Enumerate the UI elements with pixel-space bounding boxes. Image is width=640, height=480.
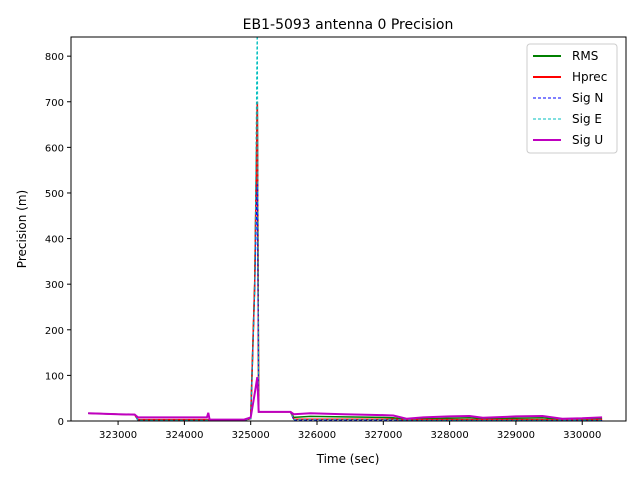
x-tick-label: 327000 <box>364 430 402 441</box>
y-axis-label: Precision (m) <box>15 190 29 268</box>
y-tick-label: 400 <box>45 235 64 246</box>
x-tick-label: 323000 <box>99 430 137 441</box>
y-tick-label: 300 <box>45 280 64 291</box>
y-tick-label: 700 <box>45 98 64 109</box>
y-tick-label: 500 <box>45 189 64 200</box>
plot-frame <box>70 36 627 422</box>
legend: RMS Hprec Sig N Sig E Sig U <box>526 43 618 154</box>
series-line-sig-n <box>88 183 603 421</box>
x-tick-label: 325000 <box>232 430 270 441</box>
y-tick-label: 100 <box>45 371 64 382</box>
x-tick-label: 330000 <box>563 430 601 441</box>
x-tick-label: 328000 <box>431 430 469 441</box>
x-tick-label: 329000 <box>497 430 535 441</box>
series-line-sig-u <box>88 377 603 421</box>
y-tick-label: 0 <box>58 417 64 428</box>
series-line-hprec <box>88 101 603 421</box>
chart-title: EB1-5093 antenna 0 Precision <box>243 17 454 33</box>
y-tick-label: 800 <box>45 52 64 63</box>
legend-label: Sig U <box>572 133 603 147</box>
series-line-sig-e <box>88 37 603 421</box>
legend-label: Sig E <box>572 112 602 126</box>
legend-label: Sig N <box>572 91 603 105</box>
legend-label: Hprec <box>572 70 607 84</box>
x-tick-label: 324000 <box>165 430 203 441</box>
x-tick-label: 326000 <box>298 430 336 441</box>
series-line-rms <box>88 101 603 421</box>
y-tick-label: 200 <box>45 326 64 337</box>
legend-box <box>526 43 618 154</box>
legend-label: RMS <box>572 49 598 63</box>
x-axis-label: Time (sec) <box>316 452 380 466</box>
y-tick-label: 600 <box>45 143 64 154</box>
